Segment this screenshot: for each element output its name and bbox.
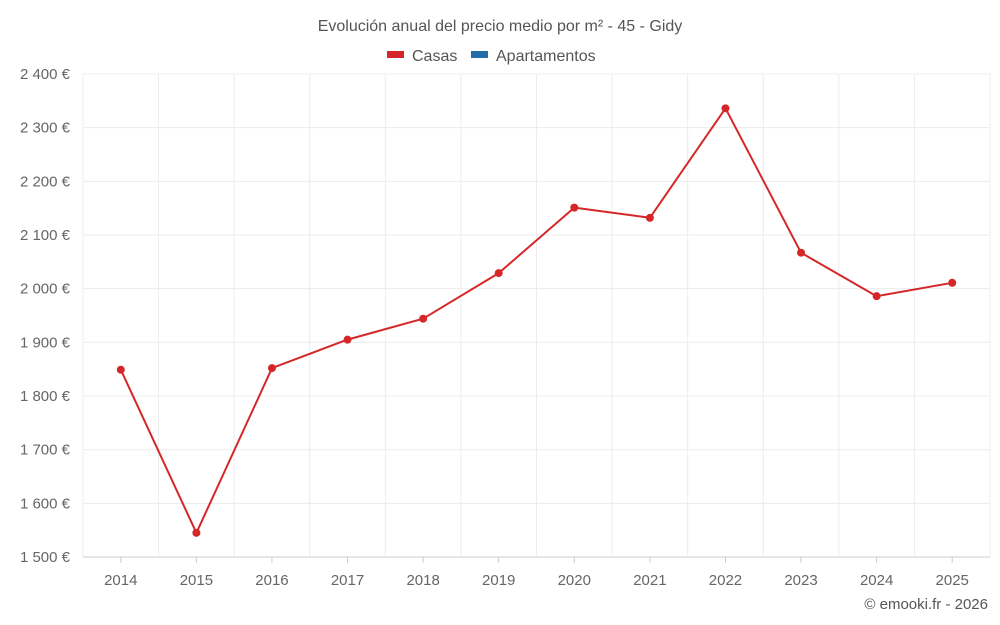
x-tick-label: 2025	[936, 572, 969, 589]
y-tick-label: 1 800 €	[20, 388, 71, 405]
data-point-casas[interactable]	[494, 269, 503, 278]
data-point-casas[interactable]	[116, 365, 125, 374]
legend-item-casas[interactable]: Casas	[387, 48, 457, 65]
x-tick-label: 2015	[180, 572, 213, 589]
y-tick-label: 1 500 €	[20, 549, 71, 566]
x-tick-label: 2017	[331, 572, 364, 589]
x-tick-label: 2018	[406, 572, 439, 589]
x-axis-ticks: 2014 2015 2016 2017 2018 2019 2020 2021 2022 2023…	[104, 557, 969, 589]
data-point-casas[interactable]	[267, 364, 276, 373]
y-tick-label: 2 200 €	[20, 173, 71, 190]
chart-title: Evolución anual del precio medio por m² …	[318, 18, 683, 35]
data-point-casas[interactable]	[192, 528, 201, 537]
chart-legend: Casas Apartamentos	[387, 48, 596, 65]
data-point-casas[interactable]	[645, 213, 654, 222]
x-tick-label: 2022	[709, 572, 742, 589]
series-line-casas	[119, 107, 953, 534]
x-tick-label: 2024	[860, 572, 893, 589]
y-tick-label: 2 400 €	[20, 66, 71, 83]
x-tick-label: 2023	[784, 572, 817, 589]
data-point-casas[interactable]	[343, 335, 352, 344]
x-tick-label: 2014	[104, 572, 137, 589]
legend-item-apartamentos[interactable]: Apartamentos	[471, 48, 596, 65]
y-tick-label: 2 000 €	[20, 281, 71, 298]
y-tick-label: 1 900 €	[20, 334, 71, 351]
legend-swatch-casas	[387, 51, 404, 58]
data-point-casas[interactable]	[872, 292, 881, 301]
legend-swatch-apartamentos	[471, 51, 488, 58]
x-tick-label: 2020	[558, 572, 591, 589]
legend-label-casas: Casas	[412, 48, 457, 65]
data-point-casas[interactable]	[419, 314, 428, 323]
grid-lines	[82, 73, 991, 558]
legend-label-apartamentos: Apartamentos	[496, 48, 596, 65]
credit-text: © emooki.fr - 2026	[864, 596, 988, 613]
data-point-casas[interactable]	[797, 248, 806, 257]
y-tick-label: 2 100 €	[20, 227, 71, 244]
x-tick-label: 2021	[633, 572, 666, 589]
y-tick-label: 2 300 €	[20, 120, 71, 137]
data-point-casas[interactable]	[721, 104, 730, 113]
y-axis-ticks: 1 500 € 1 600 € 1 700 € 1 800 € 1 900 € 2 000…	[20, 66, 71, 566]
data-point-casas[interactable]	[948, 278, 957, 287]
x-tick-label: 2019	[482, 572, 515, 589]
data-point-casas[interactable]	[570, 203, 579, 212]
y-tick-label: 1 700 €	[20, 442, 71, 459]
x-tick-label: 2016	[255, 572, 288, 589]
series-casas	[116, 104, 957, 537]
y-tick-label: 1 600 €	[20, 495, 71, 512]
